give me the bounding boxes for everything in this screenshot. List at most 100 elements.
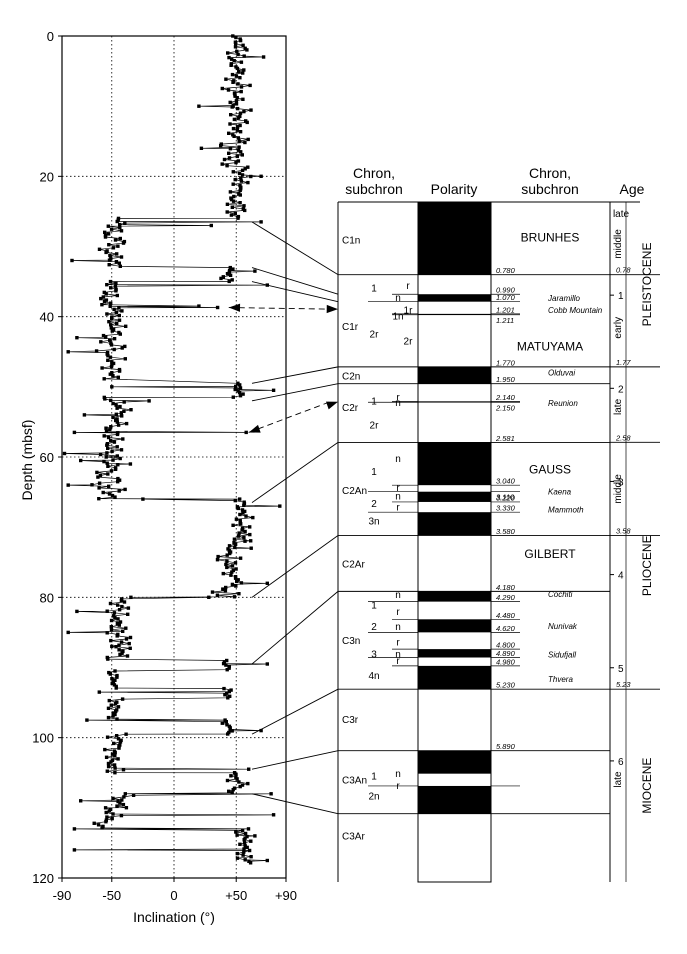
data-point [247,848,252,853]
data-point [104,810,108,815]
data-point [114,310,118,315]
data-point [228,727,232,732]
data-point [114,403,118,407]
subchron-label: n [395,491,401,502]
data-point [123,221,127,225]
age-tick-label: 5 [618,664,624,675]
data-point [115,717,119,721]
data-point [111,796,115,801]
data-point [115,734,119,738]
data-point [79,799,83,803]
tie-line [251,383,339,402]
data-point [115,621,120,626]
subepoch-label: early [613,317,624,339]
data-point [225,691,229,695]
data-point [111,401,115,406]
data-point [245,845,249,850]
data-point [109,628,114,632]
arrowhead [228,303,241,312]
data-point [238,123,242,128]
data-point [115,432,120,437]
data-point [70,258,74,263]
data-point [238,497,242,501]
data-point [230,729,234,733]
y-tick-label: 120 [32,871,54,886]
data-point [230,791,234,795]
subchron-label: r [406,281,410,292]
data-point [234,42,238,46]
data-point [116,463,120,467]
reversal-age: 2.581 [495,434,515,443]
data-point [101,333,106,338]
reversal-age: 1.950 [496,375,516,384]
data-point [103,806,108,810]
data-point [233,211,237,216]
arrowhead [326,401,338,410]
data-point [246,827,251,831]
subchron-label: 4n [368,671,379,682]
subepoch-label: middle [613,474,624,504]
reversal-age: 3.040 [496,477,516,486]
data-point [265,662,269,666]
dashed-tie-arrow [228,307,331,310]
data-point [228,551,232,556]
age-tick-label: 6 [618,757,624,768]
data-point [117,306,121,310]
data-point [121,241,126,245]
data-point [229,573,233,577]
data-point [111,374,115,378]
data-point [116,244,120,248]
data-point [238,38,243,43]
data-point [97,247,102,251]
data-point [112,741,116,746]
data-point [127,641,131,646]
data-point [107,320,111,324]
y-tick-label: 20 [40,169,54,184]
data-point [102,459,106,464]
data-point [126,612,130,616]
data-point [115,675,119,679]
data-point [147,399,151,403]
data-point [117,313,121,318]
data-point [216,554,220,559]
data-point [224,663,228,667]
subchron-label: r [396,607,400,618]
data-point [123,344,127,349]
data-point [106,224,110,228]
subchron-label: 2n [368,791,379,802]
data-point [113,771,117,775]
header-chron-left: Chron, subchron [345,165,403,197]
data-point [237,531,241,535]
data-point [124,626,128,630]
data-point [233,576,238,580]
data-point [238,394,243,398]
reversal-age: 4.180 [496,583,516,592]
tie-line [251,281,339,303]
data-point [75,609,79,614]
data-point [111,458,115,462]
data-point [225,559,229,563]
data-point [242,847,246,851]
data-point [231,34,235,38]
data-point [233,561,238,565]
data-point [110,681,114,686]
data-point [224,562,228,567]
data-point [117,643,121,647]
data-point [249,855,253,859]
normal-polarity-band [418,202,491,275]
data-point [115,293,119,298]
reversal-age: 0.990 [496,286,516,295]
data-point [222,157,227,162]
data-point [229,688,233,692]
data-point [233,545,237,550]
data-point [243,140,247,145]
data-point [226,732,230,736]
data-point [241,97,245,101]
data-point [123,357,127,361]
data-point [249,839,253,843]
data-point [112,440,117,444]
subchron-label: 1 [371,600,377,611]
normal-polarity-band [418,665,491,690]
chron-label: C1n [342,235,360,246]
